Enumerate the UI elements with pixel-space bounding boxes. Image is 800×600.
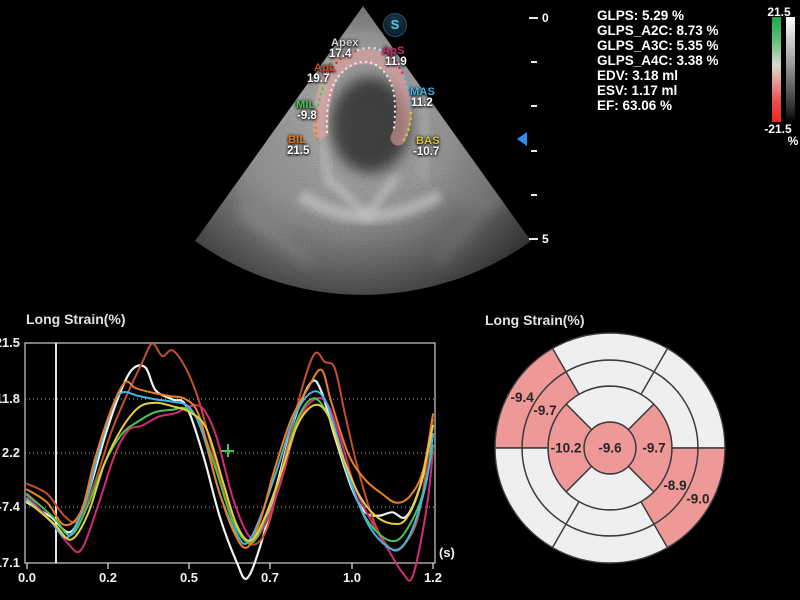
bullseye-value: -9.7 xyxy=(642,441,665,456)
x-tick-label-3: 0.7 xyxy=(260,570,280,585)
ruler-tick xyxy=(531,105,537,107)
bullseye-plot: -9.6 -10.2 -9.7 -9.7 -8.9 -9.4 -9.0 xyxy=(494,332,726,564)
bullseye-value: -9.6 xyxy=(598,441,622,456)
colorbar-unit: % xyxy=(787,134,799,148)
strain-curve-apex xyxy=(25,364,435,581)
bullseye-value: -8.9 xyxy=(663,478,686,493)
segment-label-aps: ApS xyxy=(382,45,405,57)
measurement-esv: ESV: 1.17 ml xyxy=(597,83,678,98)
contour-mil xyxy=(316,72,331,107)
bullseye-value: -9.4 xyxy=(510,390,534,405)
strain-curve-bas xyxy=(26,401,434,542)
segment-value-aps: 11.9 xyxy=(385,56,407,68)
measurement-glps-a4c: GLPS_A4C: 3.38 % xyxy=(597,53,719,68)
x-tick-label-1: 0.2 xyxy=(98,570,118,585)
contour-aps xyxy=(382,50,406,79)
measurement-ef: EF: 63.06 % xyxy=(597,98,673,113)
ruler-tick xyxy=(529,238,538,240)
focus-depth-marker[interactable] xyxy=(517,132,527,146)
contour-bil xyxy=(314,105,320,141)
segment-label-bas: BAS xyxy=(416,135,440,147)
segment-label-mil: MIL xyxy=(296,99,316,111)
ruler-tick xyxy=(531,150,537,152)
epicardial-contour xyxy=(314,46,413,144)
segment-value-mas: 11.2 xyxy=(411,97,433,109)
segment-value-mil: -9.8 xyxy=(297,110,317,122)
ultrasound-image[interactable] xyxy=(180,0,560,300)
colorbar-min: -21.5 xyxy=(764,122,792,136)
x-tick-label-5: 1.2 xyxy=(423,570,443,585)
segment-value-apex: 17.4 xyxy=(329,48,352,60)
strain-overlay-band xyxy=(313,49,412,146)
contour-apex xyxy=(356,46,384,53)
x-axis-ticks xyxy=(26,563,434,569)
lv-cavity xyxy=(330,77,410,173)
strain-curve-bil xyxy=(26,368,434,549)
colorbar-max: 21.5 xyxy=(767,5,791,19)
strain-colorbar xyxy=(772,17,781,122)
measurement-panel: GLPS: 5.29 % GLPS_A2C: 8.73 % GLPS_A3C: … xyxy=(597,8,719,113)
gray-colorbar xyxy=(786,17,795,122)
ruler-tick xyxy=(531,61,537,63)
ruler-label-top: 0 xyxy=(542,11,549,25)
x-tick-label-0: 0.0 xyxy=(17,570,37,585)
measure-cursor[interactable] xyxy=(221,444,234,457)
measurement-glps-a2c: GLPS_A2C: 8.73 % xyxy=(597,23,719,38)
measurement-edv: EDV: 3.18 ml xyxy=(597,68,679,83)
x-tick-label-4: 1.0 xyxy=(342,570,362,585)
ultrasound-fan xyxy=(195,6,531,295)
segment-value-apl: 19.7 xyxy=(307,73,330,85)
measurement-glps-a3c: GLPS_A3C: 5.35 % xyxy=(597,38,719,53)
contour-bas xyxy=(401,111,413,144)
bullseye-value: -9.0 xyxy=(686,491,709,506)
ruler-tick xyxy=(529,17,538,19)
streak-left xyxy=(237,205,313,267)
ruler-tick xyxy=(531,194,537,196)
strain-plot[interactable] xyxy=(0,330,470,600)
endocardial-contour xyxy=(325,60,397,134)
tissue-blob-right xyxy=(432,88,528,212)
lateral-wall xyxy=(409,82,432,182)
bullseye-value: -10.2 xyxy=(551,441,582,456)
y-tick-label-0: 21.5 xyxy=(0,335,20,350)
contour-apl xyxy=(328,49,358,74)
strain-curve-aps xyxy=(26,397,434,582)
segment-value-bil: 21.5 xyxy=(287,145,310,157)
x-tick-label-2: 0.5 xyxy=(179,570,199,585)
y-tick-label-4: -17.1 xyxy=(0,555,20,570)
y-tick-label-1: 11.8 xyxy=(0,391,20,406)
measurement-glps: GLPS: 5.29 % xyxy=(597,8,685,23)
bullseye-value: -9.7 xyxy=(533,403,556,418)
ruler-label-bottom: 5 xyxy=(542,232,549,246)
valve-structure xyxy=(327,172,401,223)
contour-mas xyxy=(403,77,413,113)
y-tick-label-2: 2.2 xyxy=(1,445,20,460)
strain-curves xyxy=(25,343,435,582)
bullseye-segment-r3-a300 xyxy=(653,447,726,549)
segment-label-apex: Apex xyxy=(331,37,359,49)
y-tick-label-3: -7.4 xyxy=(0,499,20,514)
segment-label-mas: MAS xyxy=(410,86,436,98)
segment-label-apl: ApL xyxy=(314,62,336,74)
bullseye-title: Long Strain(%) xyxy=(485,312,585,328)
segment-label-bil: BIL xyxy=(288,134,307,146)
x-axis-unit: (s) xyxy=(439,545,455,560)
segment-value-bas: -10.7 xyxy=(413,146,440,158)
vendor-logo: S xyxy=(383,13,407,37)
streak-right xyxy=(434,196,494,266)
strain-chart-title: Long Strain(%) xyxy=(26,311,126,327)
